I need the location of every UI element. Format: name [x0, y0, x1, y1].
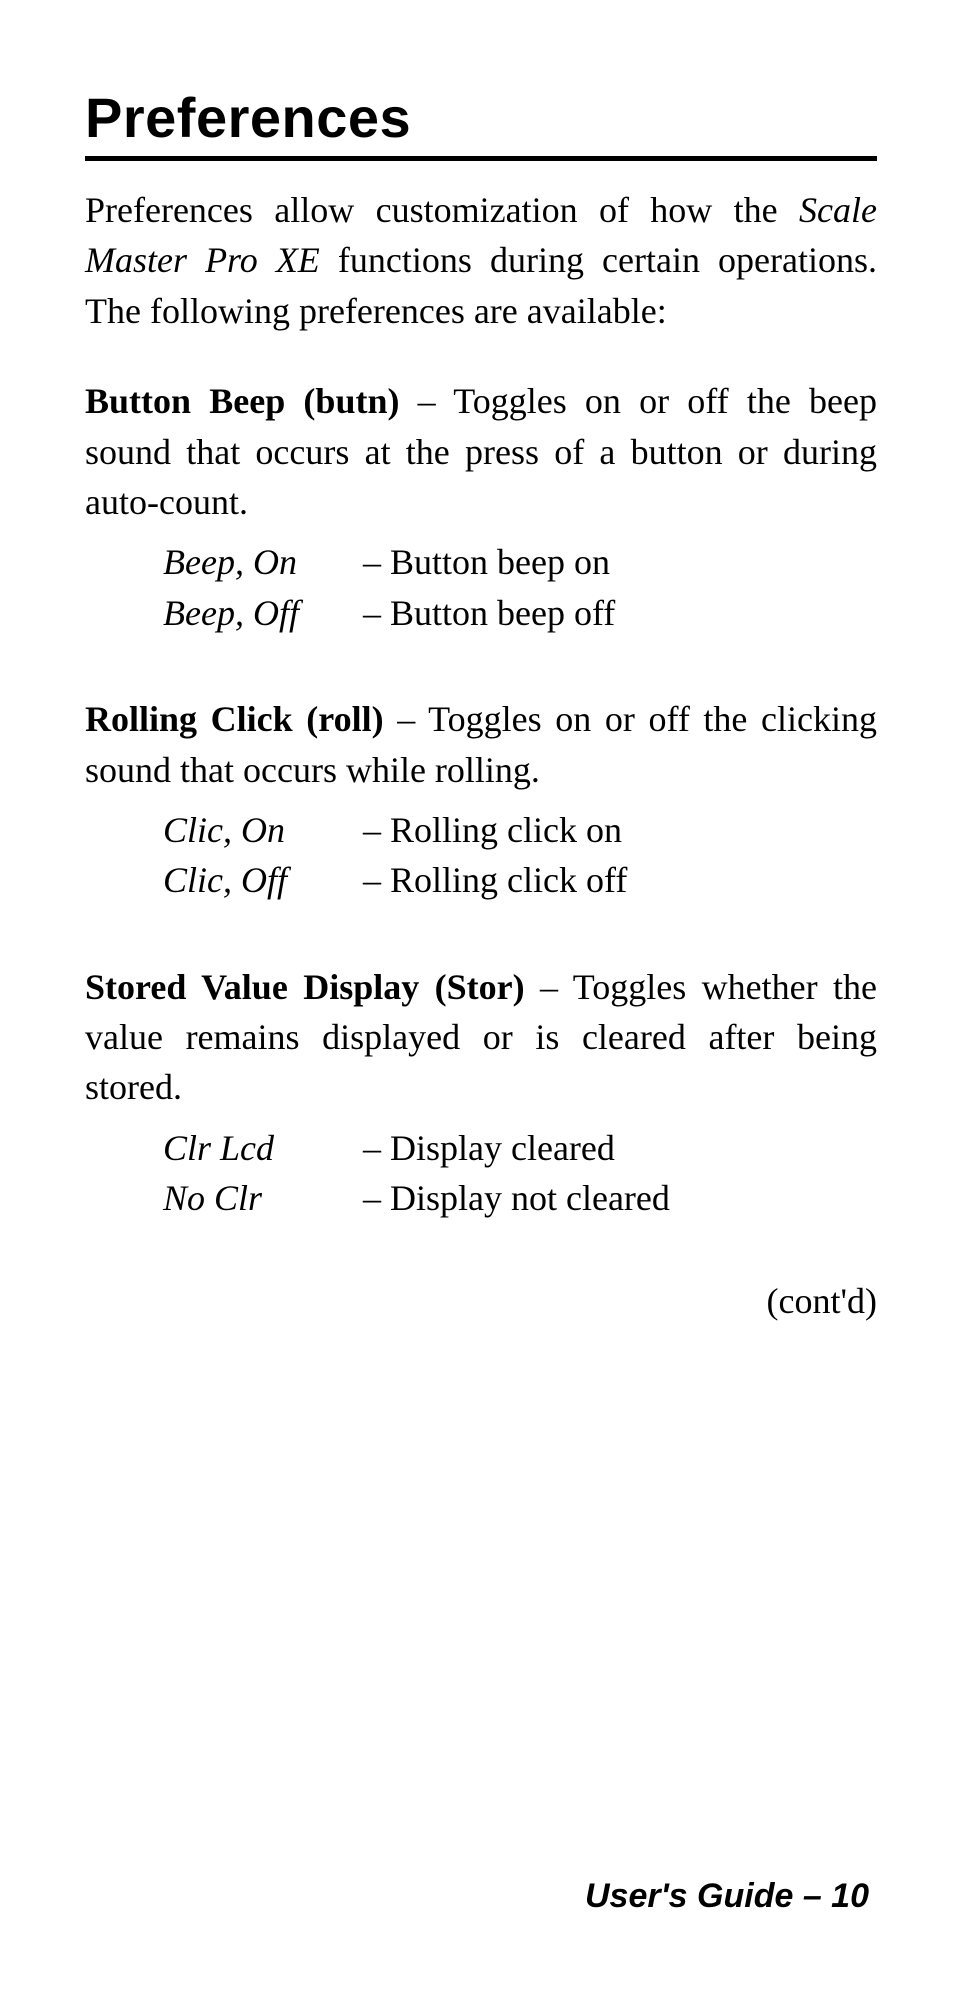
- pref-section-stored-value: Stored Value Display (Stor) – Toggles wh…: [85, 962, 877, 1224]
- intro-paragraph: Preferences allow customization of how t…: [85, 185, 877, 336]
- option-desc: – Button beep off: [363, 588, 877, 638]
- option-desc: – Display cleared: [363, 1123, 877, 1173]
- continued-marker: (cont'd): [85, 1280, 877, 1322]
- option-desc: – Button beep on: [363, 537, 877, 587]
- option-desc: – Rolling click on: [363, 805, 877, 855]
- option-label: Beep, Off: [163, 588, 363, 638]
- option-row: Beep, On – Button beep on: [163, 537, 877, 587]
- option-label: No Clr: [163, 1173, 363, 1223]
- option-row: Clic, Off – Rolling click off: [163, 855, 877, 905]
- option-label: Clic, Off: [163, 855, 363, 905]
- options-list: Beep, On – Button beep on Beep, Off – Bu…: [163, 537, 877, 638]
- option-label: Clr Lcd: [163, 1123, 363, 1173]
- section-text: Button Beep (butn) – Toggles on or off t…: [85, 376, 877, 527]
- pref-section-button-beep: Button Beep (butn) – Toggles on or off t…: [85, 376, 877, 638]
- section-lead: Stored Value Display (Stor): [85, 967, 525, 1007]
- option-row: No Clr – Display not cleared: [163, 1173, 877, 1223]
- options-list: Clr Lcd – Display cleared No Clr – Displ…: [163, 1123, 877, 1224]
- section-text: Rolling Click (roll) – Toggles on or off…: [85, 694, 877, 795]
- option-desc: – Display not cleared: [363, 1173, 877, 1223]
- option-desc: – Rolling click off: [363, 855, 877, 905]
- option-row: Clr Lcd – Display cleared: [163, 1123, 877, 1173]
- option-row: Clic, On – Rolling click on: [163, 805, 877, 855]
- page-heading: Preferences: [85, 85, 877, 150]
- intro-pre: Preferences allow customization of how t…: [85, 190, 799, 230]
- option-label: Beep, On: [163, 537, 363, 587]
- section-lead: Rolling Click (roll): [85, 699, 384, 739]
- options-list: Clic, On – Rolling click on Clic, Off – …: [163, 805, 877, 906]
- page-footer: User's Guide – 10: [585, 1877, 869, 1916]
- option-row: Beep, Off – Button beep off: [163, 588, 877, 638]
- heading-rule: [85, 156, 877, 161]
- section-lead: Button Beep (butn): [85, 381, 399, 421]
- section-text: Stored Value Display (Stor) – Toggles wh…: [85, 962, 877, 1113]
- pref-section-rolling-click: Rolling Click (roll) – Toggles on or off…: [85, 694, 877, 906]
- page-content: Preferences Preferences allow customizat…: [85, 85, 877, 1322]
- option-label: Clic, On: [163, 805, 363, 855]
